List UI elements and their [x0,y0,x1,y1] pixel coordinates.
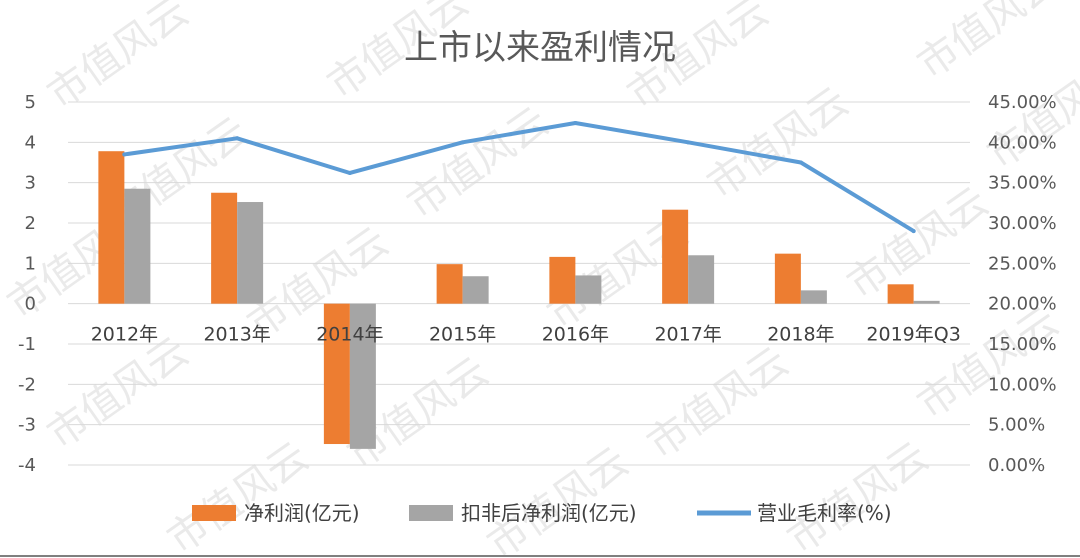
x-category-label: 2017年 [654,324,721,346]
x-category-label: 2012年 [91,324,158,346]
y-axis-right: 45.00% 40.00% 35.00% 30.00% 25.00% 20.00% 15.0… [988,92,1057,476]
y-right-tick-label: 45.00% [988,92,1057,113]
chart-title: 上市以来盈利情况 [404,28,676,68]
gross-margin-point [798,160,803,165]
net-profit-bar [887,284,914,304]
adjusted-net-profit-bar [462,276,489,304]
legend-label: 扣非后净利润(亿元) [461,501,637,525]
x-axis-categories: 2012年 2013年 2014年 2015年 2016年 2017年 2018年 2019年… [91,324,961,346]
gross-margin-line [122,120,916,234]
x-category-label: 2015年 [429,324,496,346]
y-right-tick-label: 35.00% [988,173,1057,194]
gross-margin-point [235,136,240,141]
gross-margin-point [573,120,578,125]
y-left-tick-label: 3 [25,173,36,194]
y-right-tick-label: 20.00% [988,294,1057,315]
adjusted-net-profit-bar [913,300,940,304]
legend-swatch [192,505,236,521]
gross-margin-point [686,140,691,145]
y-left-tick-label: 5 [25,92,36,113]
legend-label: 净利润(亿元) [244,501,360,525]
y-left-tick-label: -2 [18,374,36,395]
y-left-tick-label: 0 [25,294,36,315]
y-axis-left: 5 4 3 2 1 0 -1 -2 -3 -4 [18,92,36,476]
legend-label: 营业毛利率(%) [757,501,892,525]
net-profit-bar [211,192,238,304]
adjusted-net-profit-bar [349,303,376,449]
x-category-label: 2016年 [542,324,609,346]
y-left-tick-label: -1 [18,334,36,355]
gross-margin-point [122,152,127,157]
gross-margin-point [460,140,465,145]
y-right-tick-label: 5.00% [988,415,1045,436]
y-left-tick-label: 4 [25,132,36,153]
y-right-tick-label: 0.00% [988,455,1045,476]
adjusted-net-profit-bar [575,275,602,304]
line-series [122,120,916,234]
adjusted-net-profit-bar [124,188,151,304]
legend-swatch [409,505,453,521]
y-left-tick-label: -4 [18,455,36,476]
y-right-tick-label: 40.00% [988,132,1057,153]
net-profit-bar [549,256,576,304]
legend: 净利润(亿元) 扣非后净利润(亿元) 营业毛利率(%) [192,501,892,525]
y-right-tick-label: 25.00% [988,253,1057,274]
x-category-label: 2013年 [203,324,270,346]
net-profit-bar [323,303,350,445]
y-left-tick-label: 2 [25,213,36,234]
y-right-tick-label: 15.00% [988,334,1057,355]
adjusted-net-profit-bar [688,255,715,304]
x-category-label: 2014年 [316,324,383,346]
net-profit-bar [662,209,689,304]
y-right-tick-label: 10.00% [988,374,1057,395]
y-left-tick-label: -3 [18,415,36,436]
y-left-tick-label: 1 [25,253,36,274]
bar-series [98,151,940,449]
net-profit-bar [774,253,801,304]
x-category-label: 2018年 [767,324,834,346]
net-profit-bar [436,264,463,304]
gross-margin-point [347,170,352,175]
x-category-label: 2019年Q3 [866,324,960,346]
net-profit-bar [98,151,125,304]
gross-margin-point [911,229,916,234]
adjusted-net-profit-bar [800,290,827,304]
y-right-tick-label: 30.00% [988,213,1057,234]
adjusted-net-profit-bar [237,202,264,304]
